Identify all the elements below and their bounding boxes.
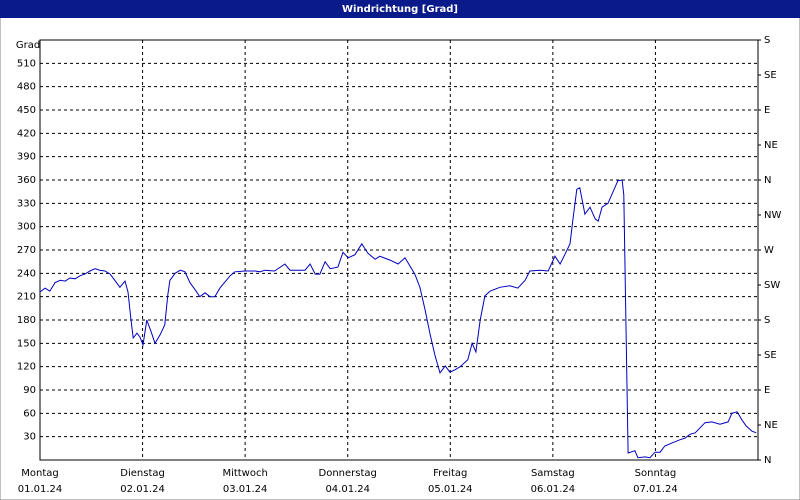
y2-tick-label: SE: [764, 70, 777, 81]
y-tick-label: 420: [17, 128, 36, 139]
data-line: [39, 179, 757, 459]
y2-tick-label: NE: [764, 420, 778, 431]
x-tick-date: 01.01.24: [18, 484, 63, 495]
y-tick-label: 210: [17, 292, 36, 303]
plot-frame: [39, 39, 759, 461]
y-tick-label: 480: [17, 82, 36, 93]
y2-tick-label: W: [764, 245, 774, 256]
y2-tick-label: S: [764, 35, 770, 46]
y-tick-label: 450: [17, 105, 36, 116]
y-tick-label: 60: [23, 408, 36, 419]
y2-tick-label: N: [764, 175, 771, 186]
y-tick-label: 240: [17, 268, 36, 279]
y2-tick-label: SE: [764, 350, 777, 361]
x-tick-date: 06.01.24: [531, 484, 576, 495]
y-tick-label: 390: [17, 152, 36, 163]
y-tick-label: 360: [17, 175, 36, 186]
y2-tick-label: SW: [764, 280, 780, 291]
y-tick-label: 510: [17, 58, 36, 69]
y-tick-label: 30: [23, 432, 36, 443]
y2-tick-label: E: [764, 105, 770, 116]
x-tick-label: Samstag: [531, 468, 575, 479]
x-tick-label: Freitag: [433, 468, 467, 479]
y-tick-label: 120: [17, 362, 36, 373]
y-tick-label: 180: [17, 315, 36, 326]
y2-tick-label: E: [764, 385, 770, 396]
x-tick-label: Montag: [21, 468, 58, 479]
x-tick-date: 07.01.24: [633, 484, 678, 495]
y2-tick-label: NE: [764, 140, 778, 151]
y-tick-label: 150: [17, 338, 36, 349]
y-axis-label: Grad: [16, 40, 40, 51]
x-tick-date: 03.01.24: [223, 484, 268, 495]
y2-tick-label: S: [764, 315, 770, 326]
y2-tick-label: N: [764, 455, 771, 466]
y-tick-label: 90: [23, 385, 36, 396]
chart-title: Windrichtung [Grad]: [342, 4, 458, 15]
y-tick-label: 270: [17, 245, 36, 256]
x-tick-label: Sonntag: [635, 468, 677, 479]
y-tick-label: 300: [17, 222, 36, 233]
y2-tick-label: NW: [764, 210, 781, 221]
y-tick-label: 330: [17, 198, 36, 209]
x-tick-label: Dienstag: [120, 468, 165, 479]
title-bar: [0, 0, 800, 18]
x-tick-date: 05.01.24: [428, 484, 473, 495]
x-tick-label: Mittwoch: [222, 468, 267, 479]
x-tick-date: 04.01.24: [325, 484, 370, 495]
x-tick-date: 02.01.24: [120, 484, 165, 495]
x-tick-label: Donnerstag: [319, 468, 377, 479]
